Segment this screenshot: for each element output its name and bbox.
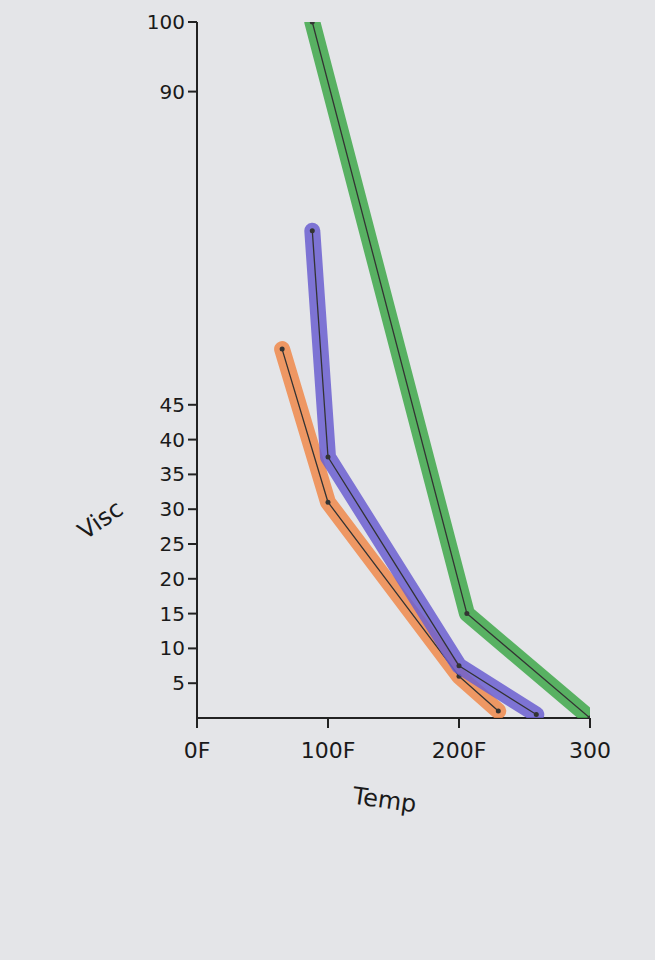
x-tick: [458, 718, 460, 728]
y-tick: [188, 404, 197, 406]
chart: 5 10 15 20 25 30 35 40 45 90 100 0F 100F 200F 300 Temp V…: [0, 0, 655, 960]
y-tick-label: 10: [160, 636, 185, 660]
point: [310, 22, 315, 25]
y-tick-label: 15: [160, 602, 185, 626]
y-tick-label: 40: [160, 428, 185, 452]
y-tick-label: 20: [160, 567, 185, 591]
x-tick-label: 200F: [432, 738, 487, 763]
x-tick: [196, 718, 198, 728]
y-tick-label: 25: [160, 532, 185, 556]
point: [464, 611, 469, 616]
point: [310, 228, 315, 233]
y-tick: [188, 578, 197, 580]
y-tick: [188, 682, 197, 684]
y-tick-label: 35: [160, 462, 185, 486]
point: [534, 712, 539, 717]
y-tick: [188, 473, 197, 475]
y-tick-label: 100: [147, 10, 185, 34]
series-line: [312, 22, 590, 718]
x-axis-title: Temp: [350, 782, 418, 819]
y-tick-label: 5: [172, 671, 185, 695]
y-tick: [188, 21, 197, 23]
point: [457, 663, 462, 668]
x-tick: [589, 718, 591, 728]
x-tick-label: 300: [569, 738, 611, 763]
x-tick: [327, 718, 329, 728]
y-tick: [188, 543, 197, 545]
y-axis-title: Visc: [73, 495, 129, 546]
y-tick-label: 90: [160, 80, 185, 104]
plot-area: [280, 22, 590, 718]
series-band: [312, 22, 590, 718]
x-tick-label: 0F: [184, 738, 211, 763]
y-tick-label: 30: [160, 497, 185, 521]
y-tick: [188, 439, 197, 441]
point: [588, 716, 591, 719]
series-band: [282, 349, 498, 711]
y-tick: [188, 613, 197, 615]
point: [326, 500, 331, 505]
y-tick: [188, 647, 197, 649]
point: [280, 347, 285, 352]
y-tick-label: 45: [160, 393, 185, 417]
point: [326, 455, 331, 460]
point: [496, 709, 501, 714]
y-tick: [188, 91, 197, 93]
y-tick: [188, 508, 197, 510]
x-tick-label: 100F: [301, 738, 356, 763]
series-line: [282, 349, 498, 711]
